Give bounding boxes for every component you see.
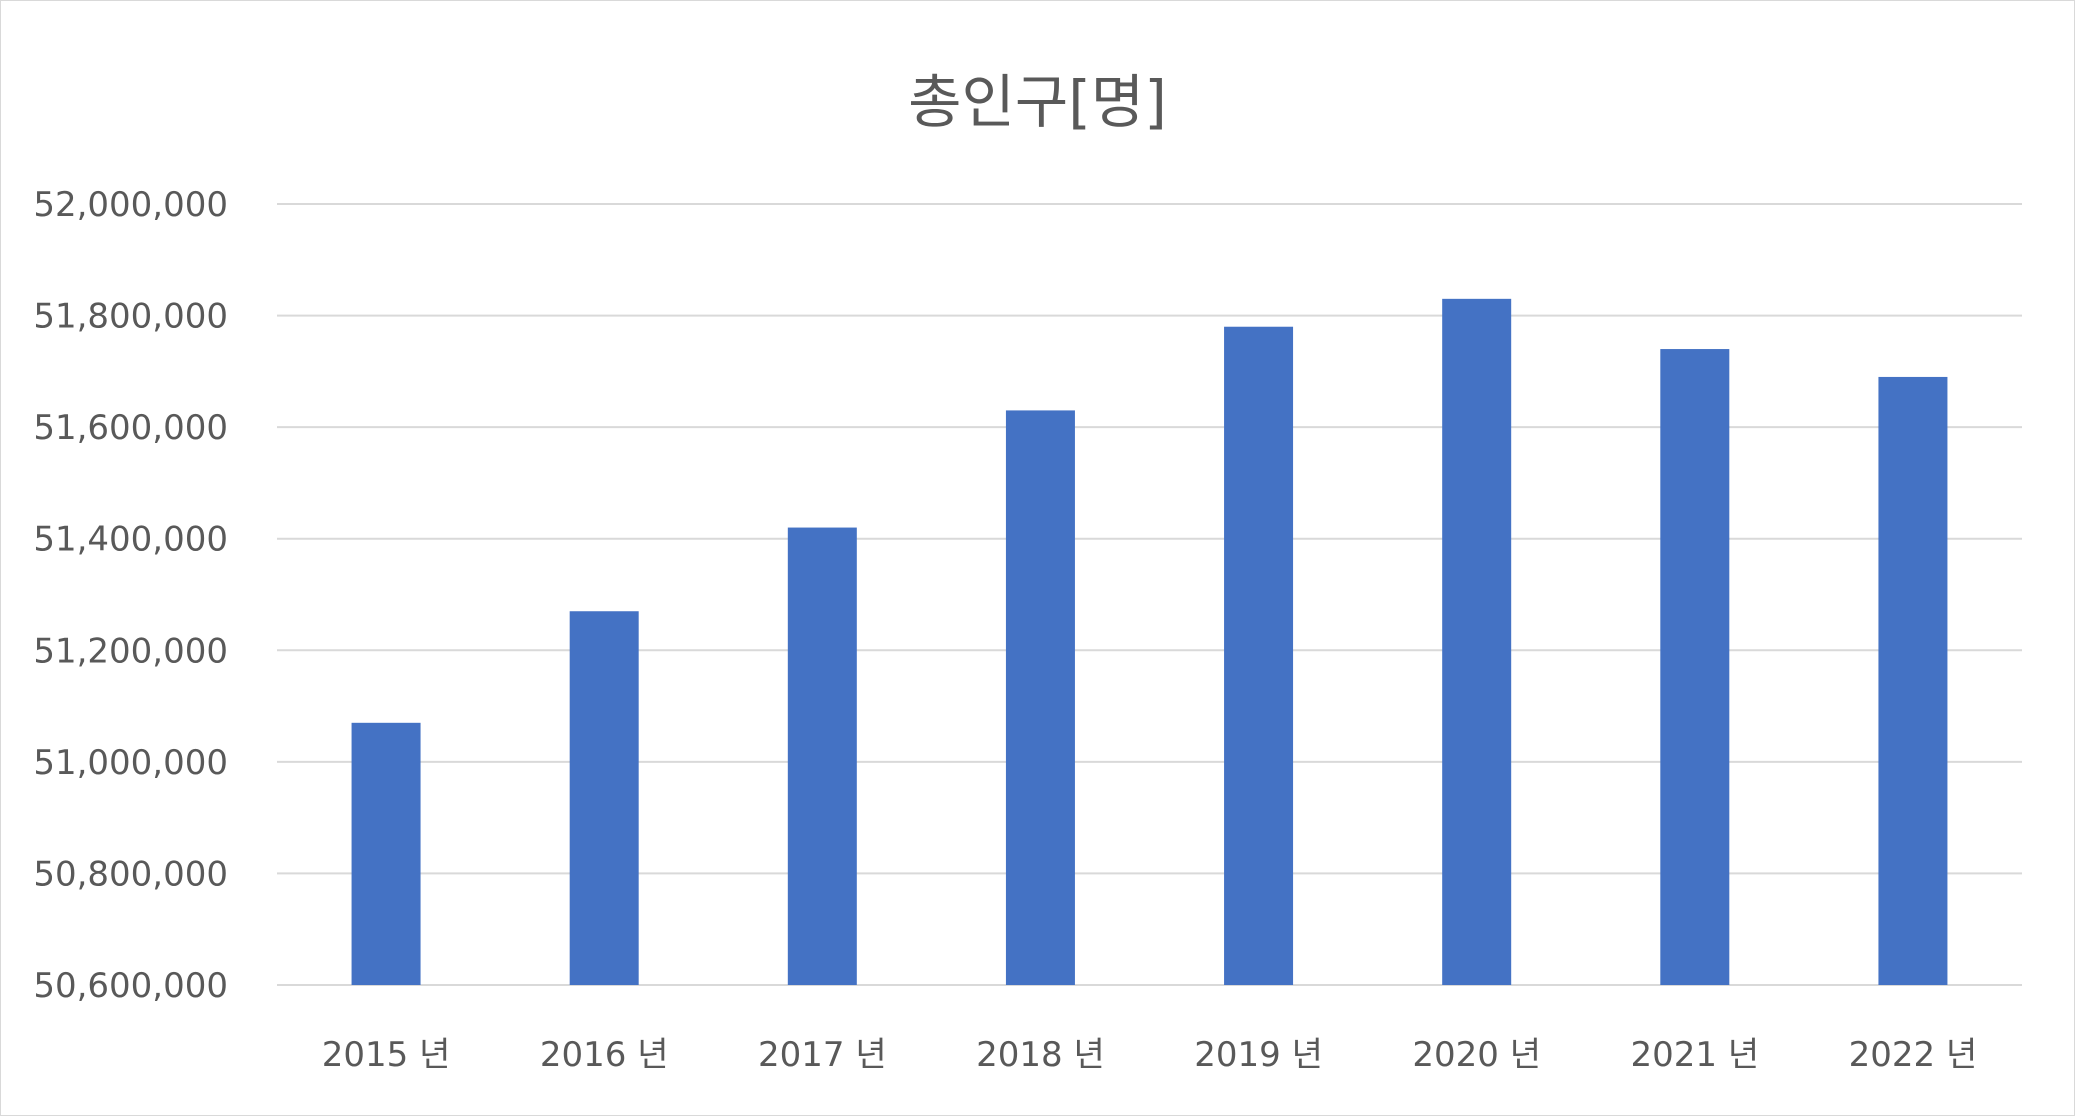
y-tick-label: 51,000,000	[33, 743, 228, 783]
x-axis-ticks: 2015 년 2016 년 2017 년 2018 년 2019 년 2020 년 2021…	[322, 1035, 1978, 1075]
x-tick-label: 2019 년	[1194, 1035, 1323, 1075]
x-tick-label: 2021 년	[1631, 1035, 1760, 1075]
bar	[1878, 376, 1948, 986]
y-tick-label: 50,600,000	[33, 966, 228, 1006]
x-tick-label: 2016 년	[540, 1035, 669, 1075]
bar	[569, 611, 639, 985]
y-tick-label: 51,400,000	[33, 520, 228, 560]
bar	[1442, 298, 1512, 986]
y-tick-label: 52,000,000	[33, 185, 228, 225]
y-tick-label: 50,800,000	[33, 854, 228, 894]
y-tick-label: 51,200,000	[33, 631, 228, 671]
bar	[351, 722, 421, 985]
y-axis-ticks: 50,600,000 50,800,000 51,000,000 51,200,000…	[33, 185, 228, 1006]
bar	[1005, 410, 1075, 986]
gridlines	[277, 203, 2022, 986]
x-tick-label: 2018 년	[976, 1035, 1105, 1075]
chart-title: 총인구[명]	[908, 68, 1167, 136]
bar	[787, 527, 857, 985]
x-tick-label: 2017 년	[758, 1035, 887, 1075]
x-tick-label: 2022 년	[1849, 1035, 1978, 1075]
bar	[1660, 349, 1730, 985]
x-tick-label: 2015 년	[322, 1035, 451, 1075]
y-tick-label: 51,600,000	[33, 408, 228, 448]
y-tick-label: 51,800,000	[33, 297, 228, 337]
bar	[1224, 326, 1294, 985]
x-tick-label: 2020 년	[1412, 1035, 1541, 1075]
bars	[351, 298, 1948, 986]
